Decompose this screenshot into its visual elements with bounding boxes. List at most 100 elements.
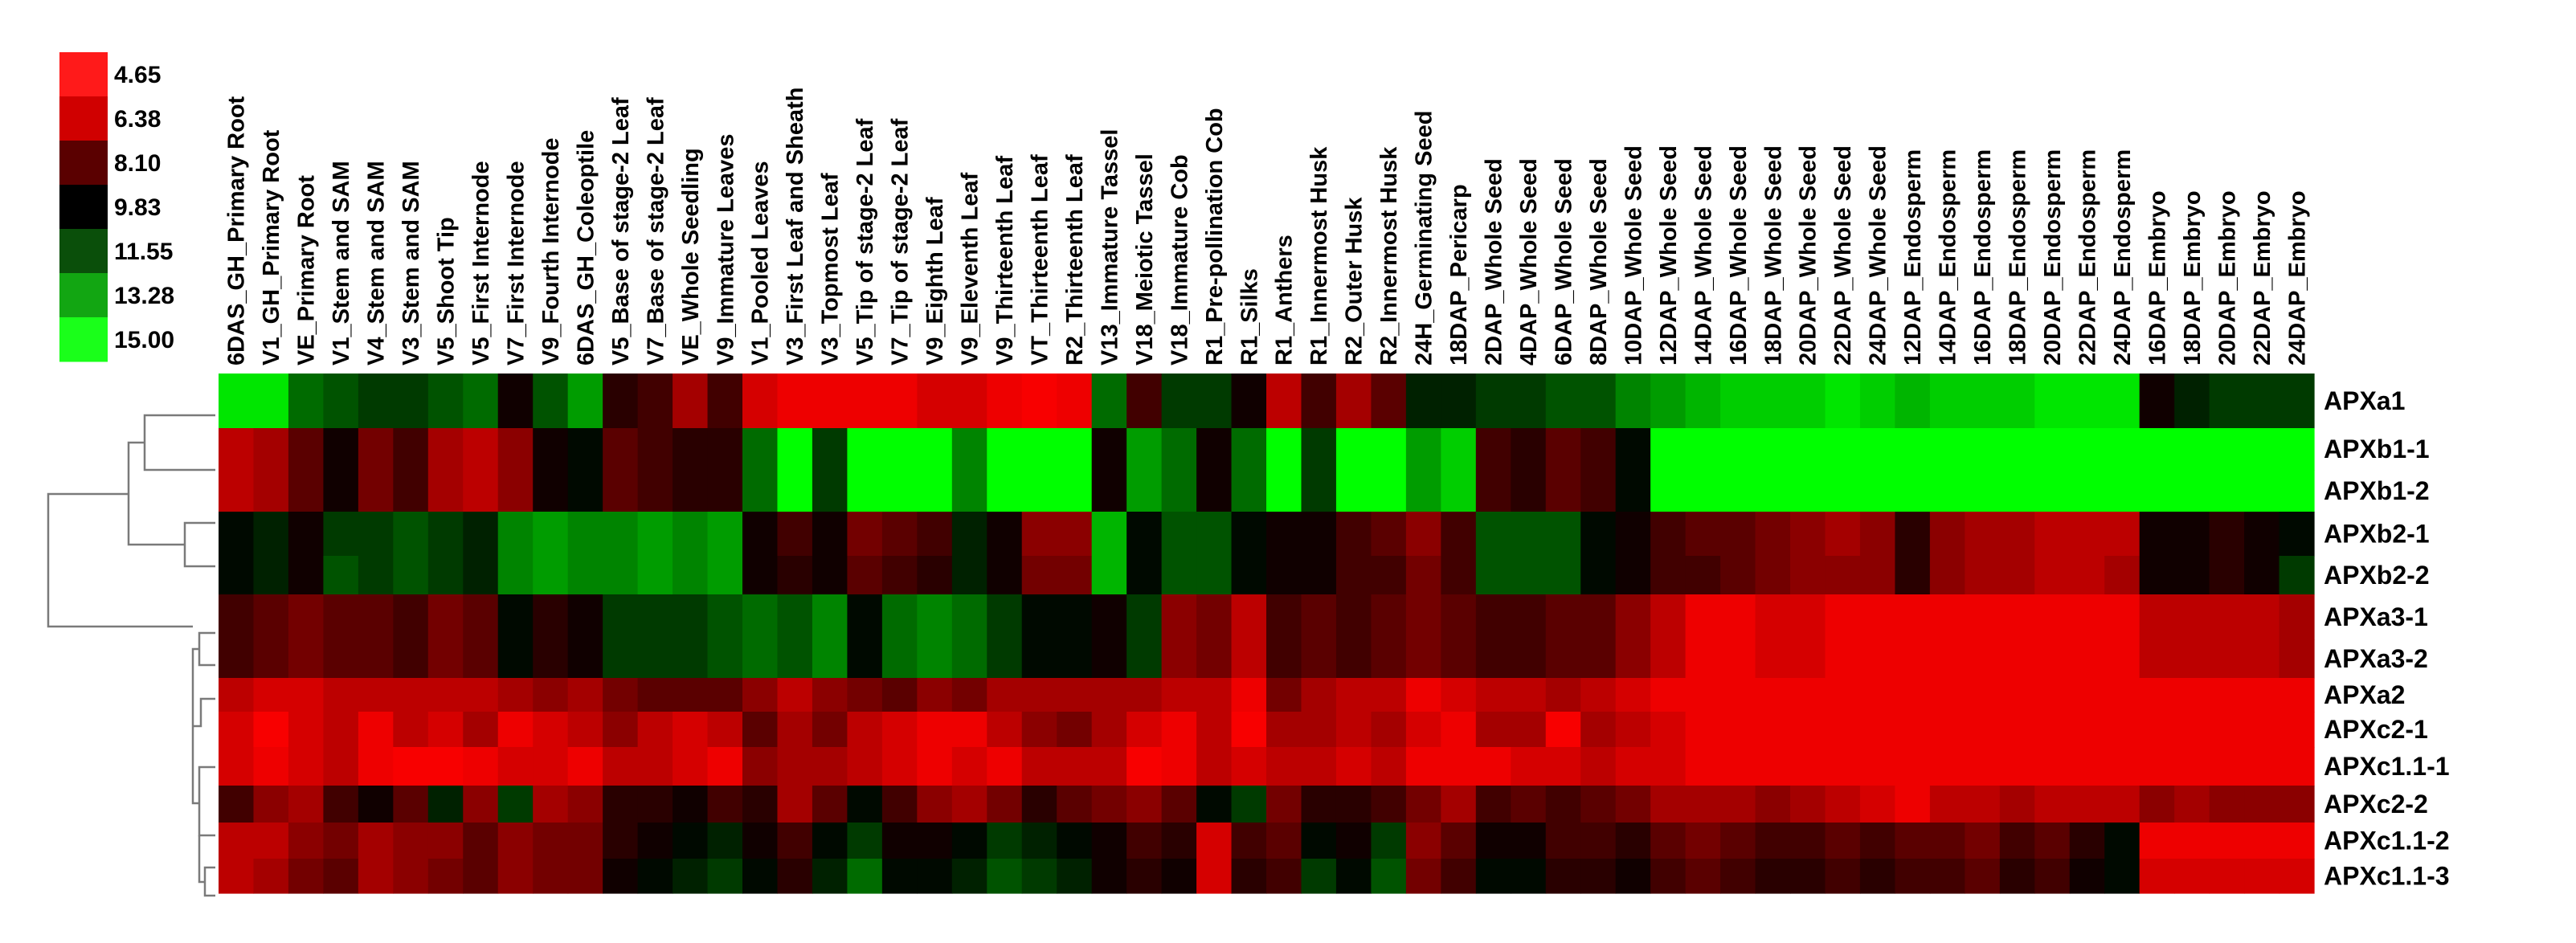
heatmap-cell xyxy=(497,712,534,748)
heatmap-cell xyxy=(1650,470,1687,512)
legend-tick-label: 11.55 xyxy=(114,239,173,265)
heatmap-cell xyxy=(1580,786,1617,823)
heatmap-cell xyxy=(1895,512,1931,557)
heatmap-cell xyxy=(812,556,848,595)
heatmap-cell xyxy=(253,639,289,679)
heatmap-cell xyxy=(603,470,639,512)
heatmap-cell xyxy=(1755,556,1791,595)
heatmap-cell xyxy=(1511,512,1547,557)
heatmap-cell xyxy=(812,859,848,894)
heatmap-cell xyxy=(2209,712,2245,748)
heatmap-cell xyxy=(1057,639,1093,679)
heatmap-cell xyxy=(1057,712,1093,748)
heatmap-cell xyxy=(637,512,673,557)
row-label: APXb1-2 xyxy=(2324,476,2430,505)
heatmap-cell xyxy=(1790,512,1826,557)
heatmap-cell xyxy=(1475,428,1511,471)
heatmap-cell xyxy=(1545,556,1581,595)
heatmap-cell xyxy=(1057,823,1093,859)
heatmap-cell xyxy=(2139,374,2175,429)
heatmap-cell xyxy=(219,639,255,679)
column-label: V18_Immature Cob xyxy=(1167,154,1192,365)
heatmap-cell xyxy=(951,678,987,712)
heatmap-cell xyxy=(603,747,639,786)
heatmap-cell xyxy=(603,556,639,595)
heatmap-cell xyxy=(1266,556,1302,595)
heatmap-cell xyxy=(881,747,918,786)
column-label: V3_Topmost Leaf xyxy=(818,173,844,365)
heatmap-cell xyxy=(1161,556,1197,595)
heatmap-cell xyxy=(1685,678,1721,712)
heatmap-cell xyxy=(219,594,255,640)
heatmap-cell xyxy=(603,594,639,640)
heatmap-cell xyxy=(497,594,534,640)
heatmap-cell xyxy=(951,823,987,859)
heatmap-cell xyxy=(1755,374,1791,429)
heatmap-cell xyxy=(1929,823,1965,859)
heatmap-cell xyxy=(1441,512,1477,557)
heatmap-cell xyxy=(533,859,569,894)
heatmap-cell xyxy=(253,556,289,595)
heatmap-cell xyxy=(1545,747,1581,786)
heatmap-cell xyxy=(1511,678,1547,712)
heatmap-cell xyxy=(1545,594,1581,640)
heatmap-cell xyxy=(2034,374,2071,429)
column-label: V5_Tip of stage-2 Leaf xyxy=(853,118,878,365)
heatmap-cell xyxy=(2279,747,2315,786)
heatmap-cell xyxy=(777,639,813,679)
heatmap-cell xyxy=(1790,859,1826,894)
heatmap-cell xyxy=(1720,859,1756,894)
heatmap-cell xyxy=(323,678,359,712)
heatmap-cell xyxy=(847,747,883,786)
heatmap-cell xyxy=(2244,678,2280,712)
heatmap-cell xyxy=(323,786,359,823)
column-label: V9_Thirteenth Leaf xyxy=(992,156,1018,365)
heatmap-cell xyxy=(2209,823,2245,859)
heatmap-cell xyxy=(323,512,359,557)
heatmap-cell xyxy=(917,747,953,786)
heatmap-cell xyxy=(2069,859,2105,894)
heatmap-cell xyxy=(812,374,848,429)
heatmap-cell xyxy=(497,470,534,512)
heatmap-cell xyxy=(1021,512,1057,557)
heatmap-cell xyxy=(1057,470,1093,512)
heatmap-cell xyxy=(1929,786,1965,823)
heatmap-cell xyxy=(1301,556,1337,595)
heatmap-cell xyxy=(1441,428,1477,471)
heatmap-cell xyxy=(707,786,743,823)
heatmap-cell xyxy=(1790,786,1826,823)
row-dendrogram xyxy=(47,414,215,897)
heatmap-cell xyxy=(1126,428,1163,471)
heatmap-cell xyxy=(219,678,255,712)
heatmap-cell xyxy=(1650,678,1687,712)
heatmap-cell xyxy=(2104,374,2141,429)
heatmap-cell xyxy=(673,594,709,640)
row-label: APXa3-1 xyxy=(2324,602,2428,631)
heatmap-cell xyxy=(1720,678,1756,712)
column-label: V1_Pooled Leaves xyxy=(748,161,774,365)
heatmap-cell xyxy=(2244,470,2280,512)
heatmap-cell xyxy=(1825,470,1861,512)
heatmap-cell xyxy=(1021,470,1057,512)
heatmap-cell xyxy=(1126,470,1163,512)
heatmap-cell xyxy=(1999,712,2035,748)
heatmap-cell xyxy=(1859,512,1895,557)
heatmap-cell xyxy=(673,639,709,679)
heatmap-cell xyxy=(1650,556,1687,595)
heatmap-cell xyxy=(1511,594,1547,640)
heatmap-cell xyxy=(1859,712,1895,748)
heatmap-cell xyxy=(1755,859,1791,894)
heatmap-cell xyxy=(2244,374,2280,429)
heatmap-cell xyxy=(1161,823,1197,859)
heatmap-cell xyxy=(1825,428,1861,471)
heatmap-cell xyxy=(567,374,603,429)
heatmap-cell xyxy=(1335,428,1372,471)
heatmap-cell xyxy=(1965,678,2001,712)
row-label: APXb2-1 xyxy=(2324,520,2430,549)
heatmap-cell xyxy=(1091,428,1127,471)
column-label: R2_Thirteenth Leaf xyxy=(1062,154,1088,365)
heatmap-cell xyxy=(812,712,848,748)
heatmap-cell xyxy=(288,747,324,786)
heatmap-cell xyxy=(881,823,918,859)
heatmap-cell xyxy=(951,512,987,557)
